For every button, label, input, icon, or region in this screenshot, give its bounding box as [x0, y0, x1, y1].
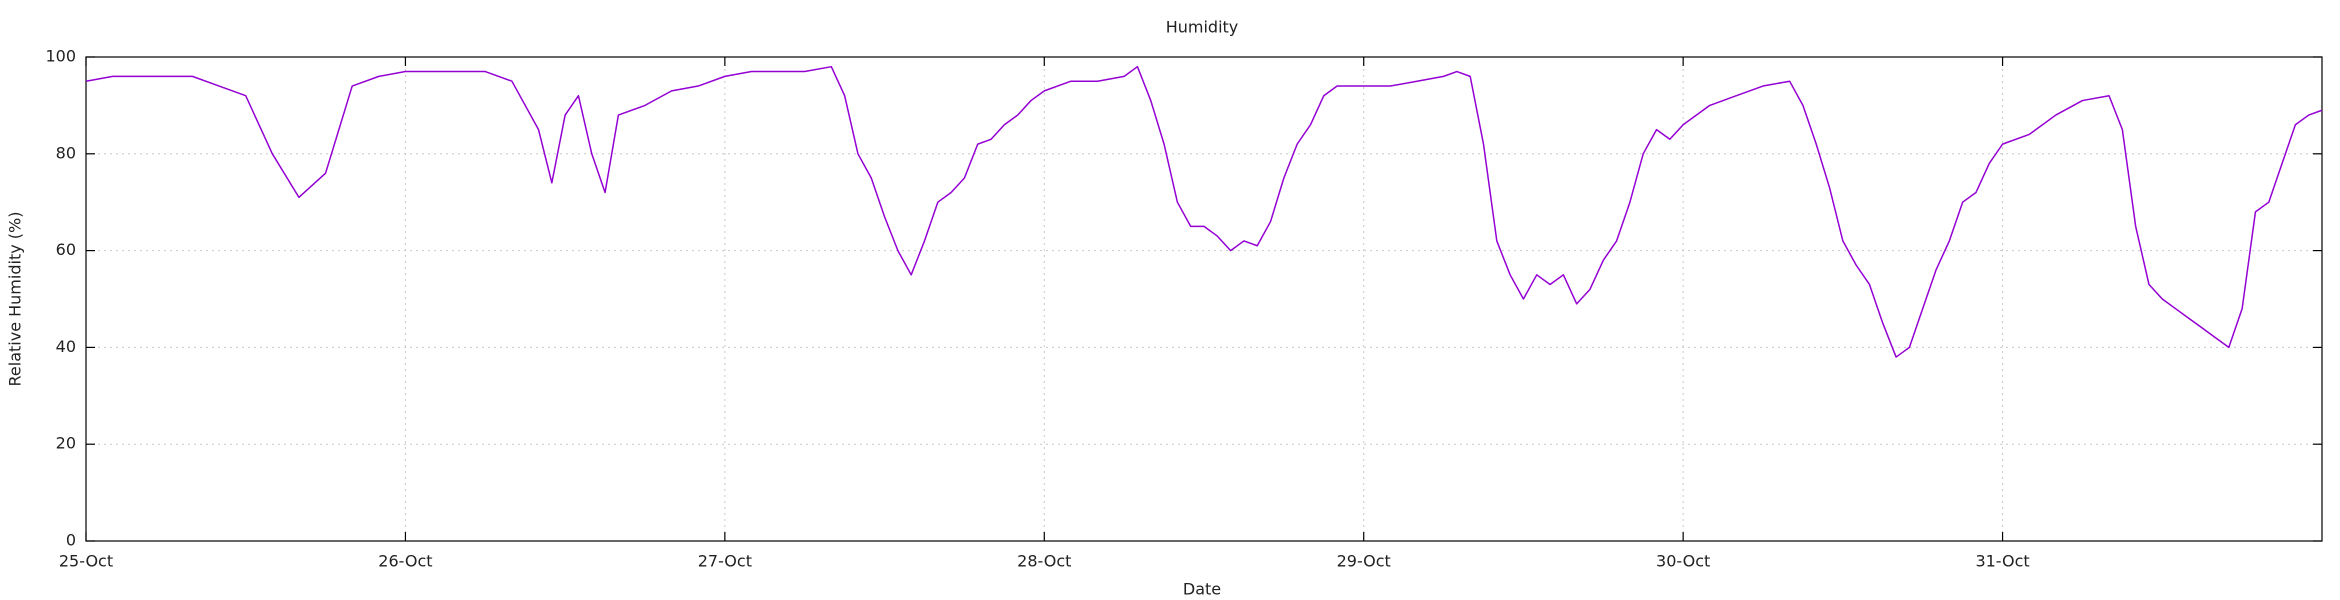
x-tick-label: 27-Oct: [698, 552, 752, 571]
y-tick-label: 60: [56, 240, 76, 259]
x-axis-label: Date: [1183, 580, 1221, 599]
y-tick-label: 100: [45, 47, 76, 66]
x-tick-label: 29-Oct: [1337, 552, 1391, 571]
x-tick-label: 31-Oct: [1975, 552, 2029, 571]
x-tick-label: 30-Oct: [1656, 552, 1710, 571]
chart-title: Humidity: [1166, 18, 1239, 37]
x-tick-label: 25-Oct: [59, 552, 113, 571]
data-line: [85, 65, 2323, 358]
y-tick-label: 80: [56, 143, 76, 162]
y-tick-label: 0: [66, 531, 76, 550]
y-tick-label: 20: [56, 434, 76, 453]
x-tick-label: 26-Oct: [378, 552, 432, 571]
y-axis-label: Relative Humidity (%): [6, 212, 25, 387]
x-tick-label: 28-Oct: [1017, 552, 1071, 571]
y-tick-label: 40: [56, 337, 76, 356]
plot-frame: [85, 56, 2323, 542]
